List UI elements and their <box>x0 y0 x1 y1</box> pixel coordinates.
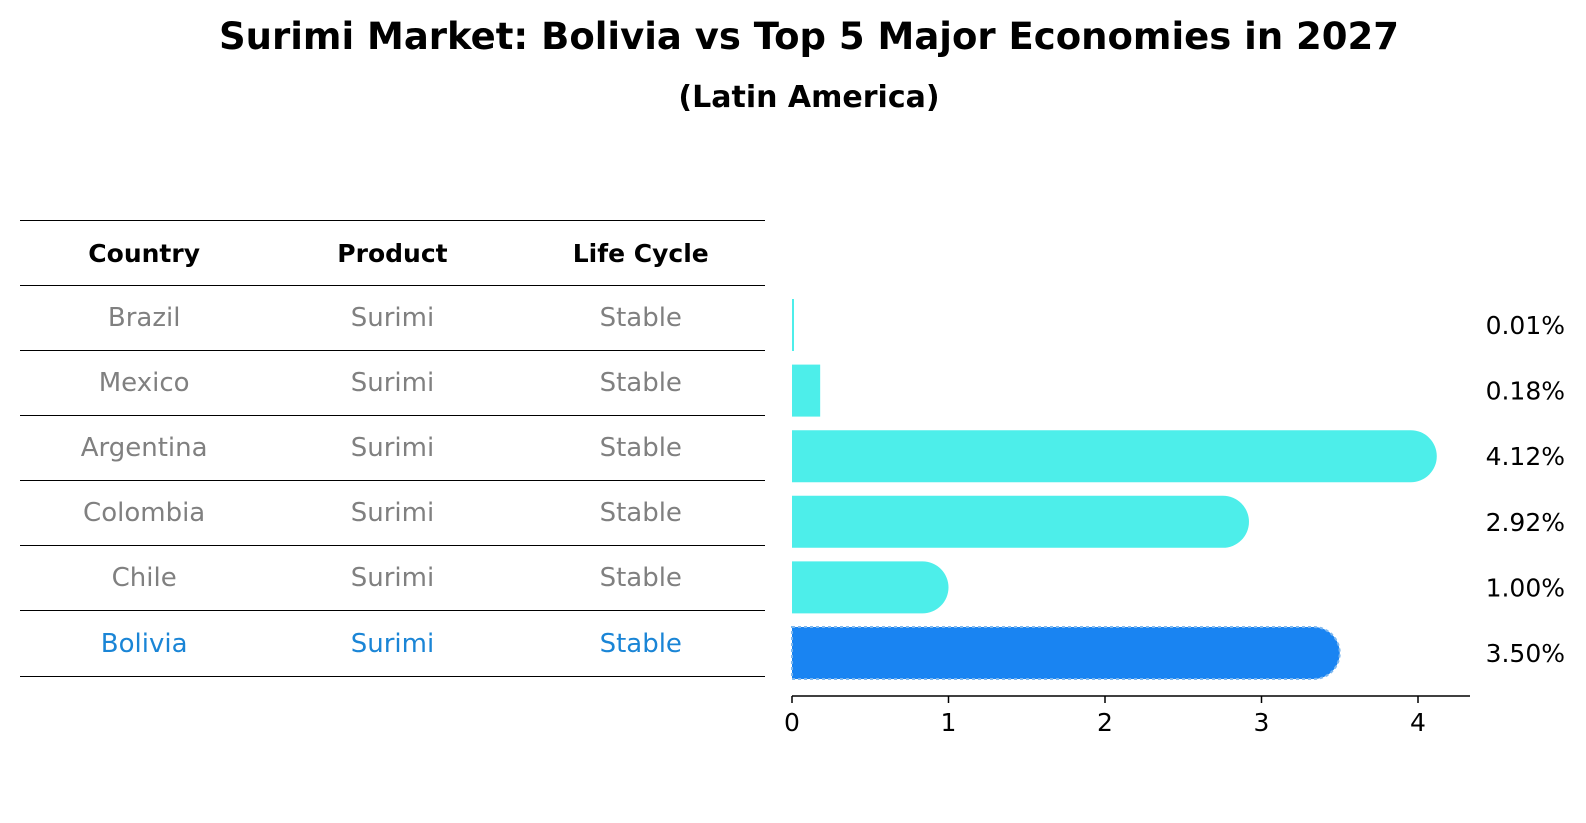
x-tick-label: 2 <box>1097 708 1113 737</box>
bar-argentina <box>792 430 1437 483</box>
cell-life-cycle: Stable <box>599 368 682 398</box>
cell-product: Surimi <box>350 433 435 463</box>
cell-life-cycle: Stable <box>599 628 682 659</box>
country-table: Country Product Life Cycle Brazil Surimi… <box>20 220 765 677</box>
value-label: 3.50% <box>1486 639 1565 668</box>
bar-colombia <box>792 495 1249 548</box>
bar-brazil <box>792 299 794 351</box>
table-row-highlighted: Bolivia Surimi Stable <box>20 610 765 677</box>
cell-country: Colombia <box>83 498 206 528</box>
table-row: Chile Surimi Stable <box>20 545 765 610</box>
cell-life-cycle: Stable <box>599 563 682 593</box>
table-row: Argentina Surimi Stable <box>20 415 765 480</box>
bar-chile <box>792 561 949 614</box>
x-tick-label: 0 <box>784 708 800 737</box>
cell-country: Brazil <box>107 303 181 333</box>
header-product: Product <box>337 238 448 268</box>
cell-life-cycle: Stable <box>599 303 682 333</box>
cell-product: Surimi <box>350 303 435 333</box>
cell-country: Chile <box>111 563 177 593</box>
table-row: Colombia Surimi Stable <box>20 480 765 545</box>
value-label: 2.92% <box>1486 508 1565 537</box>
bar-bolivia <box>791 626 1341 680</box>
x-tick-label: 1 <box>941 708 957 737</box>
cell-country: Bolivia <box>100 628 188 659</box>
cell-country: Argentina <box>80 433 208 463</box>
value-label: 1.00% <box>1486 573 1565 602</box>
value-label: 0.01% <box>1486 311 1565 340</box>
header-life-cycle: Life Cycle <box>572 238 709 268</box>
value-label: 4.12% <box>1486 442 1565 471</box>
chart-title: Surimi Market: Bolivia vs Top 5 Major Ec… <box>218 15 1400 58</box>
chart-subtitle: (Latin America) <box>678 80 940 115</box>
table-row: Brazil Surimi Stable <box>20 285 765 350</box>
cell-product: Surimi <box>350 628 435 659</box>
cell-product: Surimi <box>350 368 435 398</box>
x-tick-label: 3 <box>1254 708 1270 737</box>
x-tick-label: 4 <box>1410 708 1426 737</box>
cell-life-cycle: Stable <box>599 498 682 528</box>
table-header-row: Country Product Life Cycle <box>20 220 765 285</box>
cell-product: Surimi <box>350 498 435 528</box>
cell-product: Surimi <box>350 563 435 593</box>
bar-mexico <box>792 364 821 417</box>
cell-country: Mexico <box>98 368 190 398</box>
header-country: Country <box>88 238 200 268</box>
table-row: Mexico Surimi Stable <box>20 350 765 415</box>
cell-life-cycle: Stable <box>599 433 682 463</box>
value-label: 0.18% <box>1486 377 1565 406</box>
